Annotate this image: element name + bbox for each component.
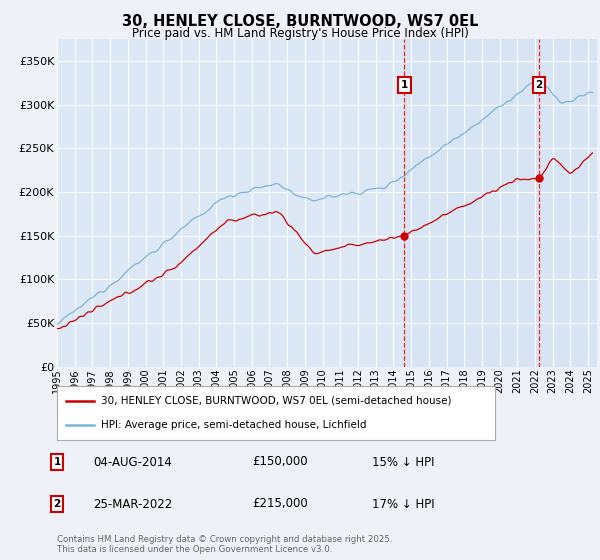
Text: 30, HENLEY CLOSE, BURNTWOOD, WS7 0EL (semi-detached house): 30, HENLEY CLOSE, BURNTWOOD, WS7 0EL (se… — [101, 396, 451, 406]
Text: 25-MAR-2022: 25-MAR-2022 — [93, 497, 172, 511]
Text: 15% ↓ HPI: 15% ↓ HPI — [372, 455, 434, 469]
Text: 1: 1 — [401, 80, 408, 90]
Text: 2: 2 — [535, 80, 543, 90]
Text: 04-AUG-2014: 04-AUG-2014 — [93, 455, 172, 469]
Text: Price paid vs. HM Land Registry's House Price Index (HPI): Price paid vs. HM Land Registry's House … — [131, 27, 469, 40]
Text: 1: 1 — [53, 457, 61, 467]
Text: 17% ↓ HPI: 17% ↓ HPI — [372, 497, 434, 511]
Bar — [404, 39, 597, 367]
Text: HPI: Average price, semi-detached house, Lichfield: HPI: Average price, semi-detached house,… — [101, 420, 366, 430]
Text: 2: 2 — [53, 499, 61, 509]
Text: £150,000: £150,000 — [252, 455, 308, 469]
Text: Contains HM Land Registry data © Crown copyright and database right 2025.
This d: Contains HM Land Registry data © Crown c… — [57, 535, 392, 554]
Text: £215,000: £215,000 — [252, 497, 308, 511]
Text: 30, HENLEY CLOSE, BURNTWOOD, WS7 0EL: 30, HENLEY CLOSE, BURNTWOOD, WS7 0EL — [122, 14, 478, 29]
